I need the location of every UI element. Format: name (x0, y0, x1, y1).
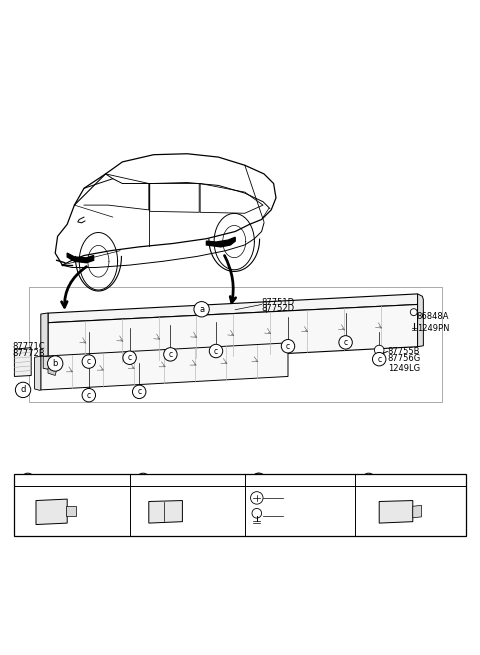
Polygon shape (35, 356, 41, 390)
Circle shape (252, 508, 262, 518)
Circle shape (372, 352, 386, 366)
Text: c: c (137, 387, 141, 396)
Polygon shape (36, 499, 67, 525)
Circle shape (374, 345, 384, 355)
Polygon shape (14, 474, 466, 536)
Text: 86848A: 86848A (417, 312, 449, 321)
Circle shape (251, 492, 263, 504)
Text: b: b (52, 359, 58, 368)
Circle shape (362, 473, 375, 487)
Text: 87771C: 87771C (12, 342, 45, 351)
Polygon shape (48, 294, 418, 323)
Polygon shape (379, 500, 413, 523)
Polygon shape (41, 313, 48, 367)
Circle shape (21, 473, 35, 487)
Text: 87756J: 87756J (168, 476, 197, 485)
Circle shape (123, 351, 136, 364)
Circle shape (48, 356, 63, 371)
Circle shape (339, 335, 352, 349)
Polygon shape (413, 506, 421, 518)
Polygon shape (41, 343, 288, 390)
Text: 87751D: 87751D (262, 297, 295, 307)
Text: 87786: 87786 (53, 476, 80, 485)
Text: c: c (257, 476, 262, 485)
Circle shape (281, 339, 295, 353)
Circle shape (252, 473, 266, 487)
Text: 1249PN: 1249PN (417, 324, 449, 333)
Polygon shape (206, 237, 235, 247)
Text: 87715G: 87715G (391, 476, 424, 485)
Polygon shape (418, 294, 423, 346)
Text: c: c (214, 346, 218, 356)
Text: c: c (87, 357, 91, 366)
Circle shape (194, 301, 209, 317)
Circle shape (164, 348, 177, 361)
Text: c: c (256, 476, 261, 485)
Circle shape (82, 388, 96, 402)
Text: c: c (377, 354, 381, 364)
Circle shape (252, 473, 265, 487)
Polygon shape (48, 368, 57, 375)
Circle shape (82, 355, 96, 368)
Text: c: c (261, 475, 266, 484)
Polygon shape (67, 253, 94, 263)
Text: 1249LG: 1249LG (284, 511, 313, 520)
Text: b: b (141, 476, 145, 485)
Text: 1730AA: 1730AA (284, 493, 314, 502)
Text: 87755B: 87755B (388, 347, 420, 356)
Circle shape (15, 383, 31, 398)
Text: 87772B: 87772B (12, 349, 45, 358)
Circle shape (136, 473, 150, 487)
Text: c: c (344, 338, 348, 347)
Polygon shape (149, 500, 182, 523)
Text: a: a (25, 476, 30, 485)
Polygon shape (48, 305, 418, 366)
Text: 87756G: 87756G (388, 354, 421, 363)
Text: 87752D: 87752D (262, 305, 295, 313)
Text: d: d (366, 476, 371, 485)
Circle shape (209, 345, 223, 358)
Text: 1249LG: 1249LG (388, 364, 420, 373)
Circle shape (410, 309, 417, 316)
Circle shape (132, 385, 146, 398)
Text: c: c (168, 350, 172, 359)
Text: c: c (128, 353, 132, 362)
Text: d: d (20, 385, 26, 394)
Text: a: a (199, 305, 204, 314)
Text: c: c (87, 390, 91, 400)
Polygon shape (14, 348, 31, 377)
Polygon shape (66, 506, 76, 516)
Text: c: c (286, 342, 290, 350)
Polygon shape (43, 356, 58, 371)
